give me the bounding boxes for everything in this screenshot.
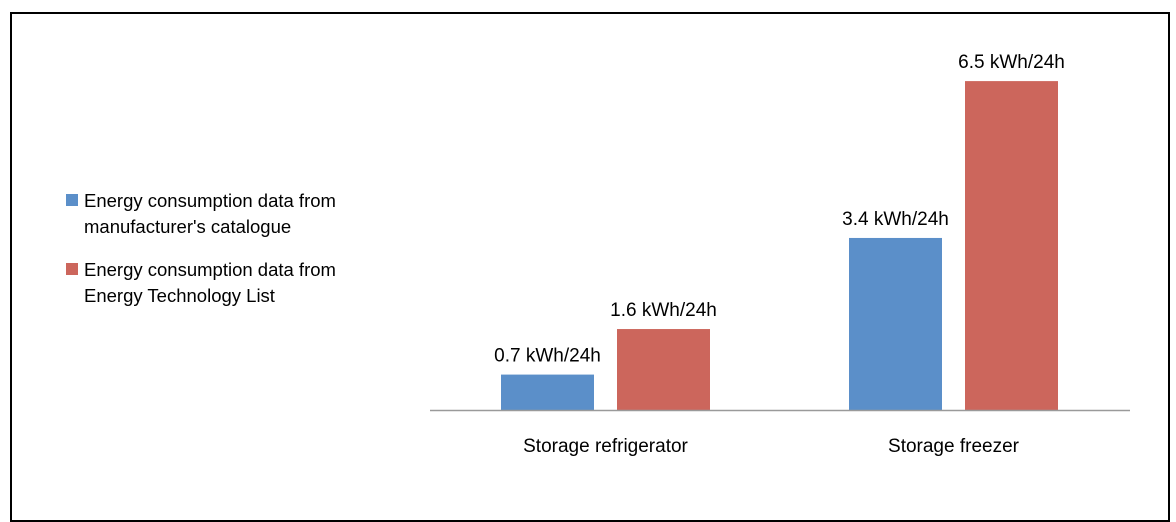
chart-legend: Energy consumption data from manufacture… [66, 188, 396, 326]
bar-storage-refrigerator-series-1 [501, 374, 594, 410]
category-label-storage-freezer: Storage freezer [888, 436, 1020, 457]
legend-swatch-manufacturer [66, 194, 78, 206]
data-label-storage-freezer-series-2: 6.5 kWh/24h [958, 52, 1065, 73]
legend-label-energy-technology-list-line2: Energy Technology List [84, 285, 275, 306]
legend-label-energy-technology-list-line1: Energy consumption data from [84, 259, 336, 280]
legend-label-manufacturer-line1: Energy consumption data from [84, 190, 336, 211]
data-label-storage-refrigerator-series-1: 0.7 kWh/24h [494, 346, 601, 367]
bar-chart: 0.7 kWh/24h 1.6 kWh/24h Storage refrigerat… [430, 52, 1130, 457]
data-label-storage-freezer-series-1: 3.4 kWh/24h [842, 209, 949, 230]
bar-storage-freezer-series-2 [965, 81, 1058, 410]
data-label-storage-refrigerator-series-2: 1.6 kWh/24h [610, 300, 717, 321]
legend-swatch-energy-technology-list [66, 263, 78, 275]
bar-storage-freezer-series-1 [849, 237, 942, 410]
legend-label-manufacturer-line2: manufacturer's catalogue [84, 216, 292, 237]
legend-item-manufacturer: Energy consumption data from manufacture… [66, 188, 396, 240]
category-label-storage-refrigerator: Storage refrigerator [523, 436, 688, 457]
legend-item-energy-technology-list: Energy consumption data from Energy Tech… [66, 257, 396, 309]
bar-storage-refrigerator-series-2 [617, 329, 710, 410]
